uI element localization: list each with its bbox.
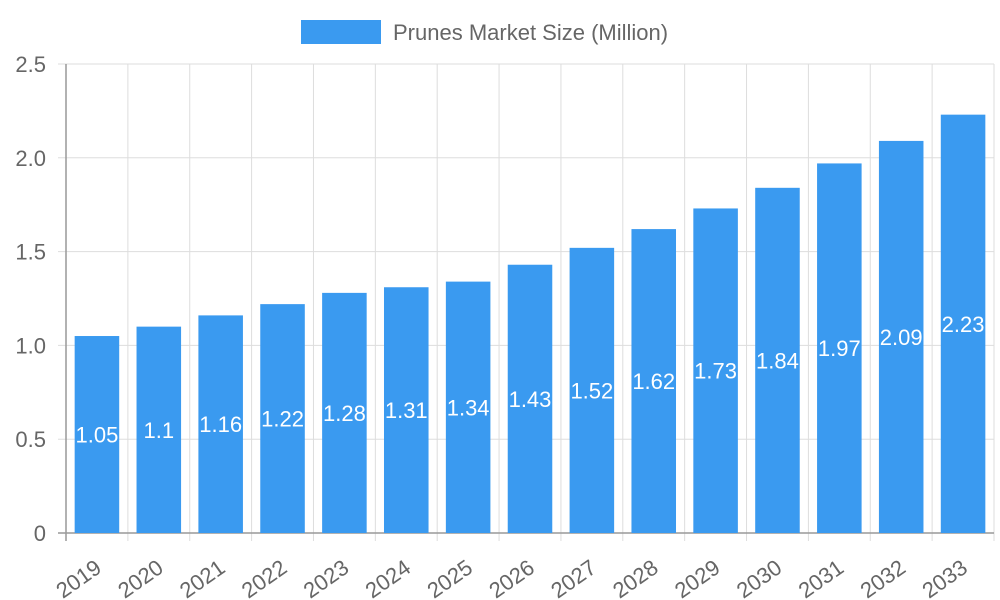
bar [136,326,182,533]
legend: Prunes Market Size (Million) [301,20,668,45]
bar-value-label: 1.73 [694,359,737,384]
y-tick-label: 1.5 [15,240,46,265]
y-tick-label: 0 [34,521,46,546]
bar [507,264,553,533]
bar [631,229,677,533]
legend-swatch [301,20,381,44]
bar-value-label: 1.31 [385,398,428,423]
x-tick-label: 2032 [856,555,910,600]
y-tick-label: 2.0 [15,146,46,171]
bar [260,304,305,533]
x-tick-label: 2027 [546,555,600,600]
bar-value-label: 1.84 [756,348,799,373]
y-axis-ticks: 0 0.5 1.0 1.5 2.0 2.5 [15,52,46,546]
grid-lines [58,63,995,541]
x-tick-label: 2028 [608,555,662,600]
bar [74,336,120,533]
bar-value-label: 1.16 [199,412,242,437]
bar-value-label: 2.23 [942,312,985,337]
bar-value-label: 1.05 [76,423,119,448]
x-tick-label: 2025 [423,555,477,600]
x-tick-label: 2023 [299,555,353,600]
bar-value-label: 1.43 [509,387,552,412]
bar [445,281,491,533]
y-tick-label: 1.0 [15,333,46,358]
x-tick-label: 2029 [670,555,724,600]
bars [74,114,986,534]
bar [878,140,924,533]
bar [569,247,615,533]
bar [940,114,986,533]
bar [817,163,862,534]
bar-value-label: 1.62 [632,369,675,394]
x-tick-label: 2033 [917,555,971,600]
x-tick-label: 2024 [361,555,415,600]
bar-value-label: 1.34 [447,395,490,420]
y-tick-label: 2.5 [15,52,46,77]
bar [198,315,243,533]
bar-value-label: 1.28 [323,401,366,426]
legend-label: Prunes Market Size (Million) [393,20,668,45]
x-tick-label: 2019 [51,555,105,600]
x-tick-label: 2022 [237,555,291,600]
bar-labels: 1.05 1.1 1.16 1.22 1.28 1.31 1.34 1.43 1.52 1.62 1… [76,312,985,448]
x-tick-label: 2020 [113,555,167,600]
bar [322,292,367,533]
bar [693,208,738,533]
bar [383,287,429,533]
bar-value-label: 1.97 [818,336,861,361]
y-tick-label: 0.5 [15,427,46,452]
x-tick-label: 2026 [484,555,538,600]
bar-value-label: 2.09 [880,325,923,350]
bar [755,187,800,534]
x-axis-ticks: 2019 2020 2021 2022 2023 2024 2025 2026 2027 2028… [51,555,972,600]
bar-value-label: 1.1 [144,418,175,443]
bar-value-label: 1.22 [261,407,304,432]
x-tick-label: 2030 [732,555,786,600]
x-tick-label: 2031 [794,555,848,600]
x-tick-label: 2021 [175,555,229,600]
bar-value-label: 1.52 [570,378,613,403]
